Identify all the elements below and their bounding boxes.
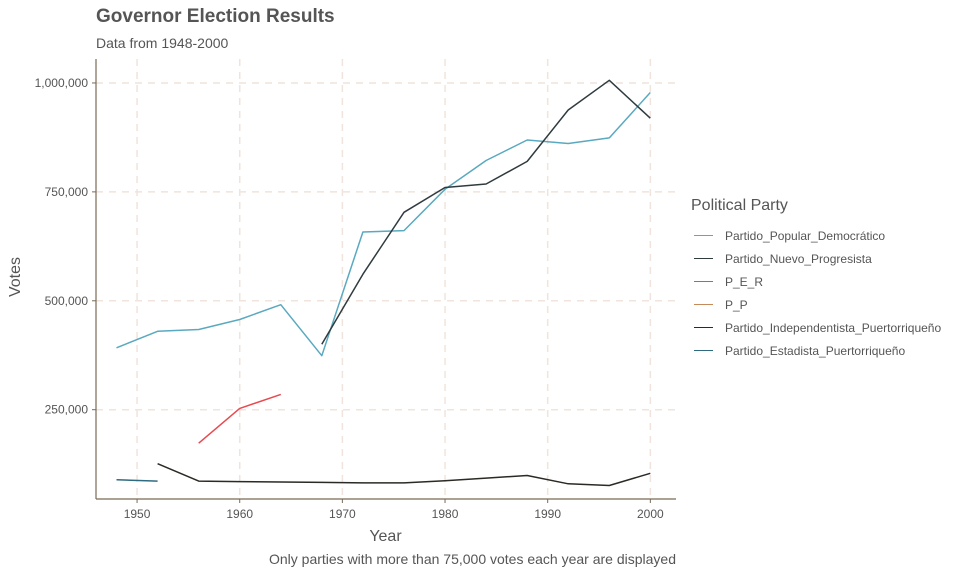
y-tick-label: 500,000 bbox=[45, 294, 89, 308]
chart-title: Governor Election Results bbox=[96, 6, 335, 27]
x-axis-label: Year bbox=[369, 528, 402, 545]
legend: Political Party Partido_Popular_Democrát… bbox=[691, 197, 941, 362]
legend-item: P_P bbox=[691, 293, 941, 316]
legend-items: Partido_Popular_Democrático Partido_Nuevo… bbox=[691, 224, 941, 362]
x-tick-label: 1960 bbox=[226, 507, 253, 521]
series-line bbox=[157, 463, 651, 487]
legend-swatch bbox=[694, 327, 713, 328]
legend-label: Partido_Independentista_Puertorriqueño bbox=[725, 320, 942, 335]
legend-label: Partido_Estadista_Puertorriqueño bbox=[725, 343, 906, 358]
legend-swatch bbox=[694, 258, 713, 259]
series-line bbox=[116, 479, 158, 482]
legend-swatch bbox=[694, 281, 713, 282]
x-tick-label: 1980 bbox=[432, 507, 459, 521]
legend-swatch bbox=[694, 235, 713, 236]
legend-label: Partido_Nuevo_Progresista bbox=[725, 251, 872, 266]
legend-item: P_E_R bbox=[691, 270, 941, 293]
x-tick-label: 1970 bbox=[329, 507, 356, 521]
legend-item: Partido_Nuevo_Progresista bbox=[691, 247, 941, 270]
x-tick-label: 1950 bbox=[124, 507, 151, 521]
legend-title: Political Party bbox=[691, 197, 788, 214]
y-tick-label: 250,000 bbox=[45, 403, 89, 417]
axes: 1950 1960 1970 1980 1990 2000 250,000 500,000 75… bbox=[35, 59, 676, 521]
y-axis-label: Votes bbox=[7, 256, 24, 297]
legend-label: P_P bbox=[725, 297, 748, 312]
series-line bbox=[116, 91, 651, 357]
series-line bbox=[321, 79, 651, 345]
x-tick-label: 1990 bbox=[534, 507, 561, 521]
y-tick-label: 1,000,000 bbox=[35, 76, 89, 90]
legend-swatch bbox=[694, 304, 713, 305]
grid-lines bbox=[96, 59, 676, 499]
chart-caption: Only parties with more than 75,000 votes… bbox=[268, 551, 676, 567]
legend-label: P_E_R bbox=[725, 274, 764, 289]
x-tick-label: 2000 bbox=[637, 507, 664, 521]
legend-swatch bbox=[694, 350, 713, 351]
legend-item: Partido_Estadista_Puertorriqueño bbox=[691, 339, 941, 362]
legend-item: Partido_Popular_Democrático bbox=[691, 224, 941, 247]
legend-item: Partido_Independentista_Puertorriqueño bbox=[691, 316, 941, 339]
series-line bbox=[198, 393, 282, 444]
legend-label: Partido_Popular_Democrático bbox=[725, 228, 886, 243]
y-tick-label: 750,000 bbox=[45, 185, 89, 199]
series-lines bbox=[116, 79, 651, 487]
chart-subtitle: Data from 1948-2000 bbox=[96, 35, 229, 51]
